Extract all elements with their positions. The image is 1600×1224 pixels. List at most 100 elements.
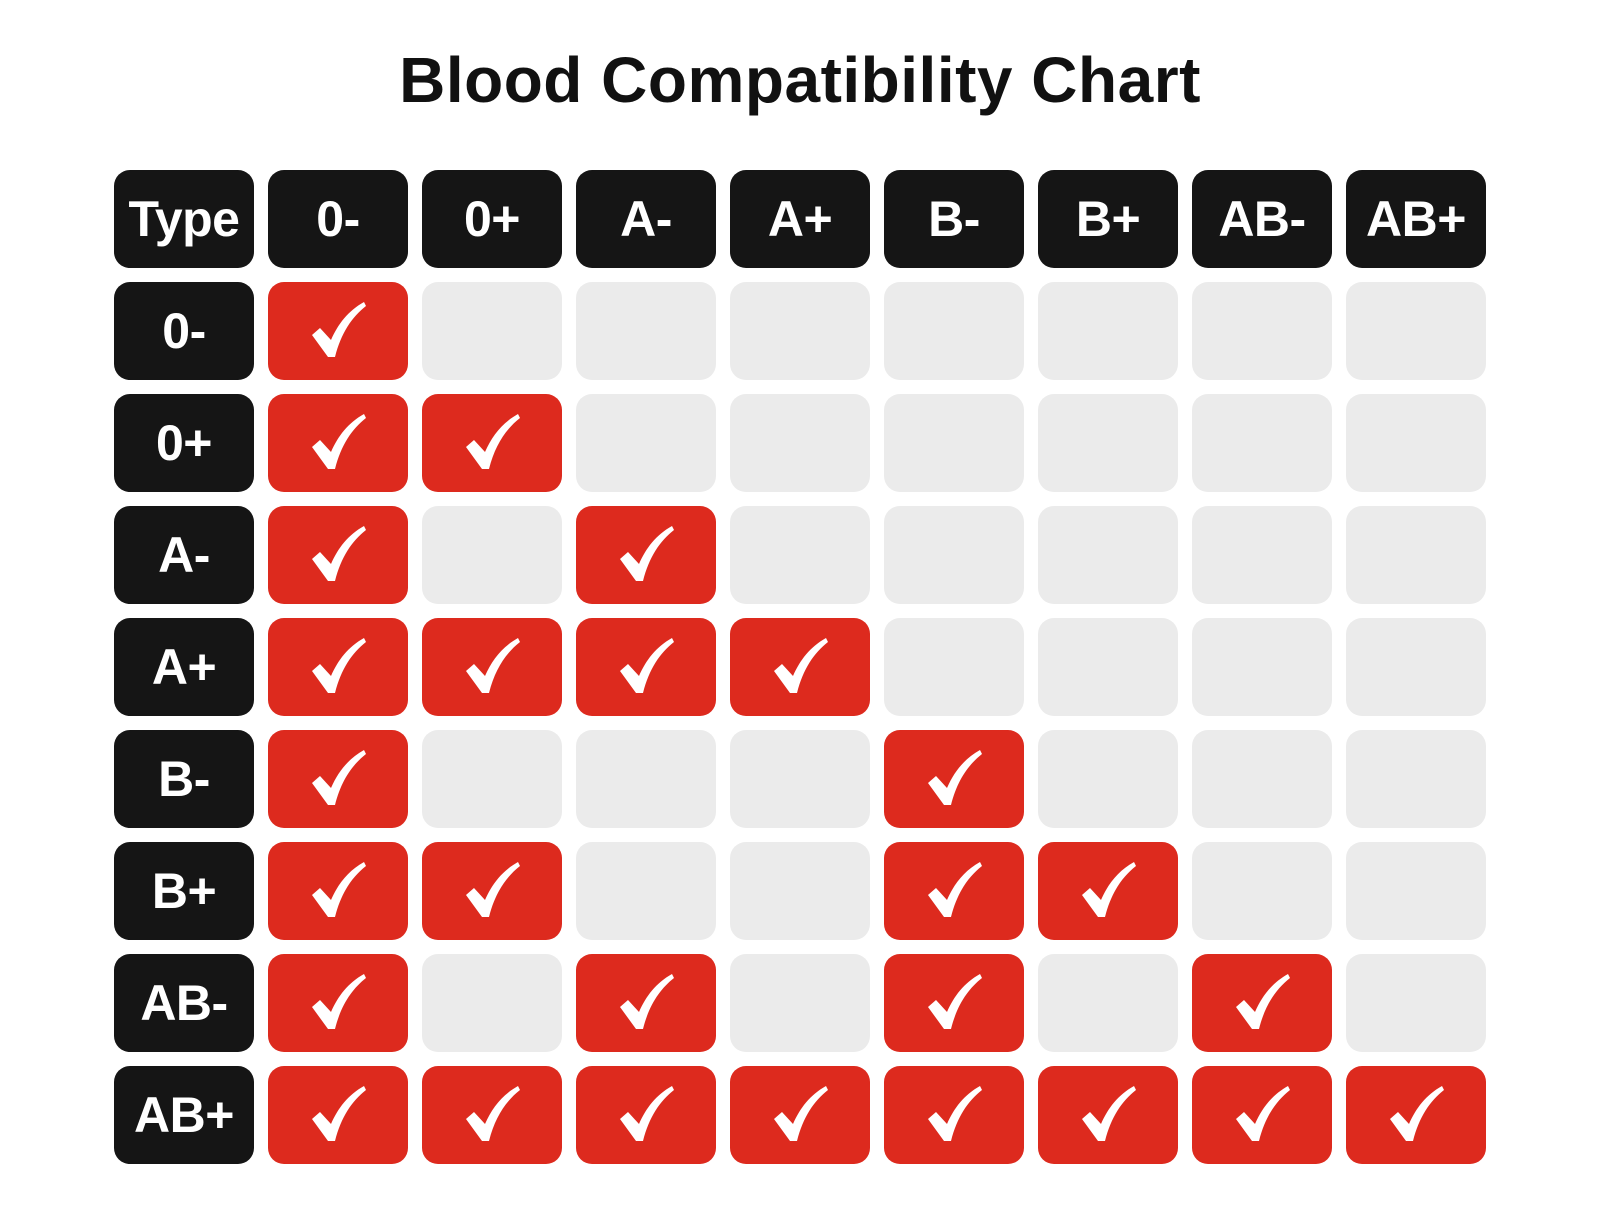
row-header-0: 0- — [114, 282, 254, 380]
compatible-cell-r7-c0 — [268, 1066, 408, 1164]
empty-cell-r1-c6 — [1192, 394, 1332, 492]
compatible-cell-r6-c6 — [1192, 954, 1332, 1052]
checkmark-icon — [1082, 862, 1136, 917]
checkmark-icon — [928, 974, 982, 1029]
empty-cell-r4-c6 — [1192, 730, 1332, 828]
empty-cell-r2-c3 — [730, 506, 870, 604]
checkmark-icon — [312, 526, 366, 581]
compatible-cell-r1-c1 — [422, 394, 562, 492]
row-header-6: AB- — [114, 954, 254, 1052]
row-header-3: A+ — [114, 618, 254, 716]
empty-cell-r2-c4 — [884, 506, 1024, 604]
empty-cell-r0-c6 — [1192, 282, 1332, 380]
column-header-1: 0+ — [422, 170, 562, 268]
row-header-4: B- — [114, 730, 254, 828]
empty-cell-r0-c4 — [884, 282, 1024, 380]
empty-cell-r5-c6 — [1192, 842, 1332, 940]
checkmark-icon — [620, 526, 674, 581]
checkmark-icon — [774, 1086, 828, 1141]
row-header-7: AB+ — [114, 1066, 254, 1164]
compatible-cell-r7-c6 — [1192, 1066, 1332, 1164]
empty-cell-r1-c5 — [1038, 394, 1178, 492]
checkmark-icon — [312, 862, 366, 917]
row-header-2: A- — [114, 506, 254, 604]
compatible-cell-r5-c5 — [1038, 842, 1178, 940]
empty-cell-r4-c2 — [576, 730, 716, 828]
chart-title: Blood Compatibility Chart — [399, 44, 1201, 116]
compatibility-table: Type 0- 0+ A- A+ B- B+ AB- AB+ 0- 0+ A- A+ B- B+ AB- AB+ — [114, 170, 1486, 1164]
column-header-6: AB- — [1192, 170, 1332, 268]
compatible-cell-r5-c0 — [268, 842, 408, 940]
compatible-cell-r7-c3 — [730, 1066, 870, 1164]
compatible-cell-r3-c1 — [422, 618, 562, 716]
checkmark-icon — [1390, 1086, 1444, 1141]
column-header-4: B- — [884, 170, 1024, 268]
empty-cell-r2-c1 — [422, 506, 562, 604]
compatible-cell-r4-c0 — [268, 730, 408, 828]
column-header-3: A+ — [730, 170, 870, 268]
row-header-1: 0+ — [114, 394, 254, 492]
compatible-cell-r6-c4 — [884, 954, 1024, 1052]
checkmark-icon — [774, 638, 828, 693]
empty-cell-r5-c3 — [730, 842, 870, 940]
empty-cell-r5-c7 — [1346, 842, 1486, 940]
column-header-5: B+ — [1038, 170, 1178, 268]
compatible-cell-r6-c2 — [576, 954, 716, 1052]
checkmark-icon — [312, 1086, 366, 1141]
column-header-0: 0- — [268, 170, 408, 268]
empty-cell-r6-c1 — [422, 954, 562, 1052]
empty-cell-r6-c3 — [730, 954, 870, 1052]
row-header-5: B+ — [114, 842, 254, 940]
compatible-cell-r6-c0 — [268, 954, 408, 1052]
empty-cell-r1-c2 — [576, 394, 716, 492]
empty-cell-r3-c6 — [1192, 618, 1332, 716]
column-header-2: A- — [576, 170, 716, 268]
empty-cell-r5-c2 — [576, 842, 716, 940]
empty-cell-r0-c3 — [730, 282, 870, 380]
compatible-cell-r3-c3 — [730, 618, 870, 716]
empty-cell-r3-c4 — [884, 618, 1024, 716]
checkmark-icon — [466, 1086, 520, 1141]
checkmark-icon — [928, 1086, 982, 1141]
checkmark-icon — [928, 862, 982, 917]
empty-cell-r1-c3 — [730, 394, 870, 492]
compatible-cell-r0-c0 — [268, 282, 408, 380]
checkmark-icon — [1236, 1086, 1290, 1141]
empty-cell-r0-c7 — [1346, 282, 1486, 380]
empty-cell-r3-c5 — [1038, 618, 1178, 716]
empty-cell-r4-c7 — [1346, 730, 1486, 828]
checkmark-icon — [620, 974, 674, 1029]
checkmark-icon — [466, 862, 520, 917]
compatible-cell-r4-c4 — [884, 730, 1024, 828]
checkmark-icon — [312, 974, 366, 1029]
checkmark-icon — [1082, 1086, 1136, 1141]
empty-cell-r6-c5 — [1038, 954, 1178, 1052]
compatible-cell-r7-c5 — [1038, 1066, 1178, 1164]
compatible-cell-r1-c0 — [268, 394, 408, 492]
compatible-cell-r7-c1 — [422, 1066, 562, 1164]
checkmark-icon — [620, 638, 674, 693]
empty-cell-r2-c7 — [1346, 506, 1486, 604]
empty-cell-r4-c3 — [730, 730, 870, 828]
compatible-cell-r2-c0 — [268, 506, 408, 604]
column-header-7: AB+ — [1346, 170, 1486, 268]
empty-cell-r1-c7 — [1346, 394, 1486, 492]
empty-cell-r3-c7 — [1346, 618, 1486, 716]
empty-cell-r2-c6 — [1192, 506, 1332, 604]
empty-cell-r6-c7 — [1346, 954, 1486, 1052]
compatible-cell-r3-c0 — [268, 618, 408, 716]
empty-cell-r2-c5 — [1038, 506, 1178, 604]
compatible-cell-r7-c7 — [1346, 1066, 1486, 1164]
compatible-cell-r7-c2 — [576, 1066, 716, 1164]
checkmark-icon — [466, 414, 520, 469]
checkmark-icon — [620, 1086, 674, 1141]
checkmark-icon — [1236, 974, 1290, 1029]
empty-cell-r0-c2 — [576, 282, 716, 380]
empty-cell-r1-c4 — [884, 394, 1024, 492]
checkmark-icon — [466, 638, 520, 693]
compatible-cell-r5-c1 — [422, 842, 562, 940]
empty-cell-r0-c1 — [422, 282, 562, 380]
empty-cell-r0-c5 — [1038, 282, 1178, 380]
compatible-cell-r2-c2 — [576, 506, 716, 604]
checkmark-icon — [312, 414, 366, 469]
